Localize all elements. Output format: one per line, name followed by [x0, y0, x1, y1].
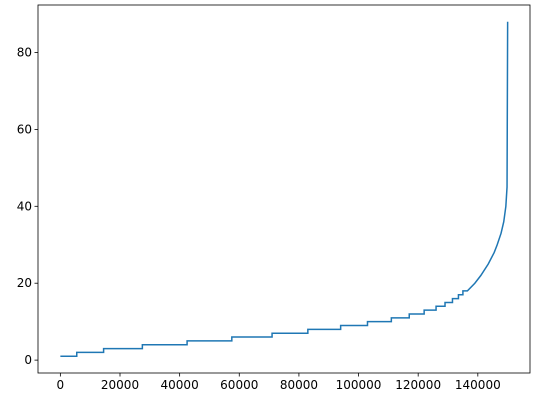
- y-tick-label: 80: [17, 45, 32, 59]
- x-tick-label: 60000: [220, 378, 258, 392]
- y-tick-label: 20: [17, 276, 32, 290]
- data-line: [60, 21, 509, 358]
- y-tick-label: 0: [24, 353, 32, 367]
- x-tick-label: 120000: [395, 378, 441, 392]
- x-tick-label: 40000: [161, 378, 199, 392]
- plot-frame: [37, 4, 531, 374]
- x-tick-label: 100000: [336, 378, 382, 392]
- x-tick-label: 20000: [101, 378, 139, 392]
- x-tick-label: 140000: [455, 378, 501, 392]
- x-tick-label: 80000: [280, 378, 318, 392]
- x-tick-label: 0: [57, 378, 65, 392]
- y-tick-label: 60: [17, 122, 32, 136]
- y-tick-label: 40: [17, 199, 32, 213]
